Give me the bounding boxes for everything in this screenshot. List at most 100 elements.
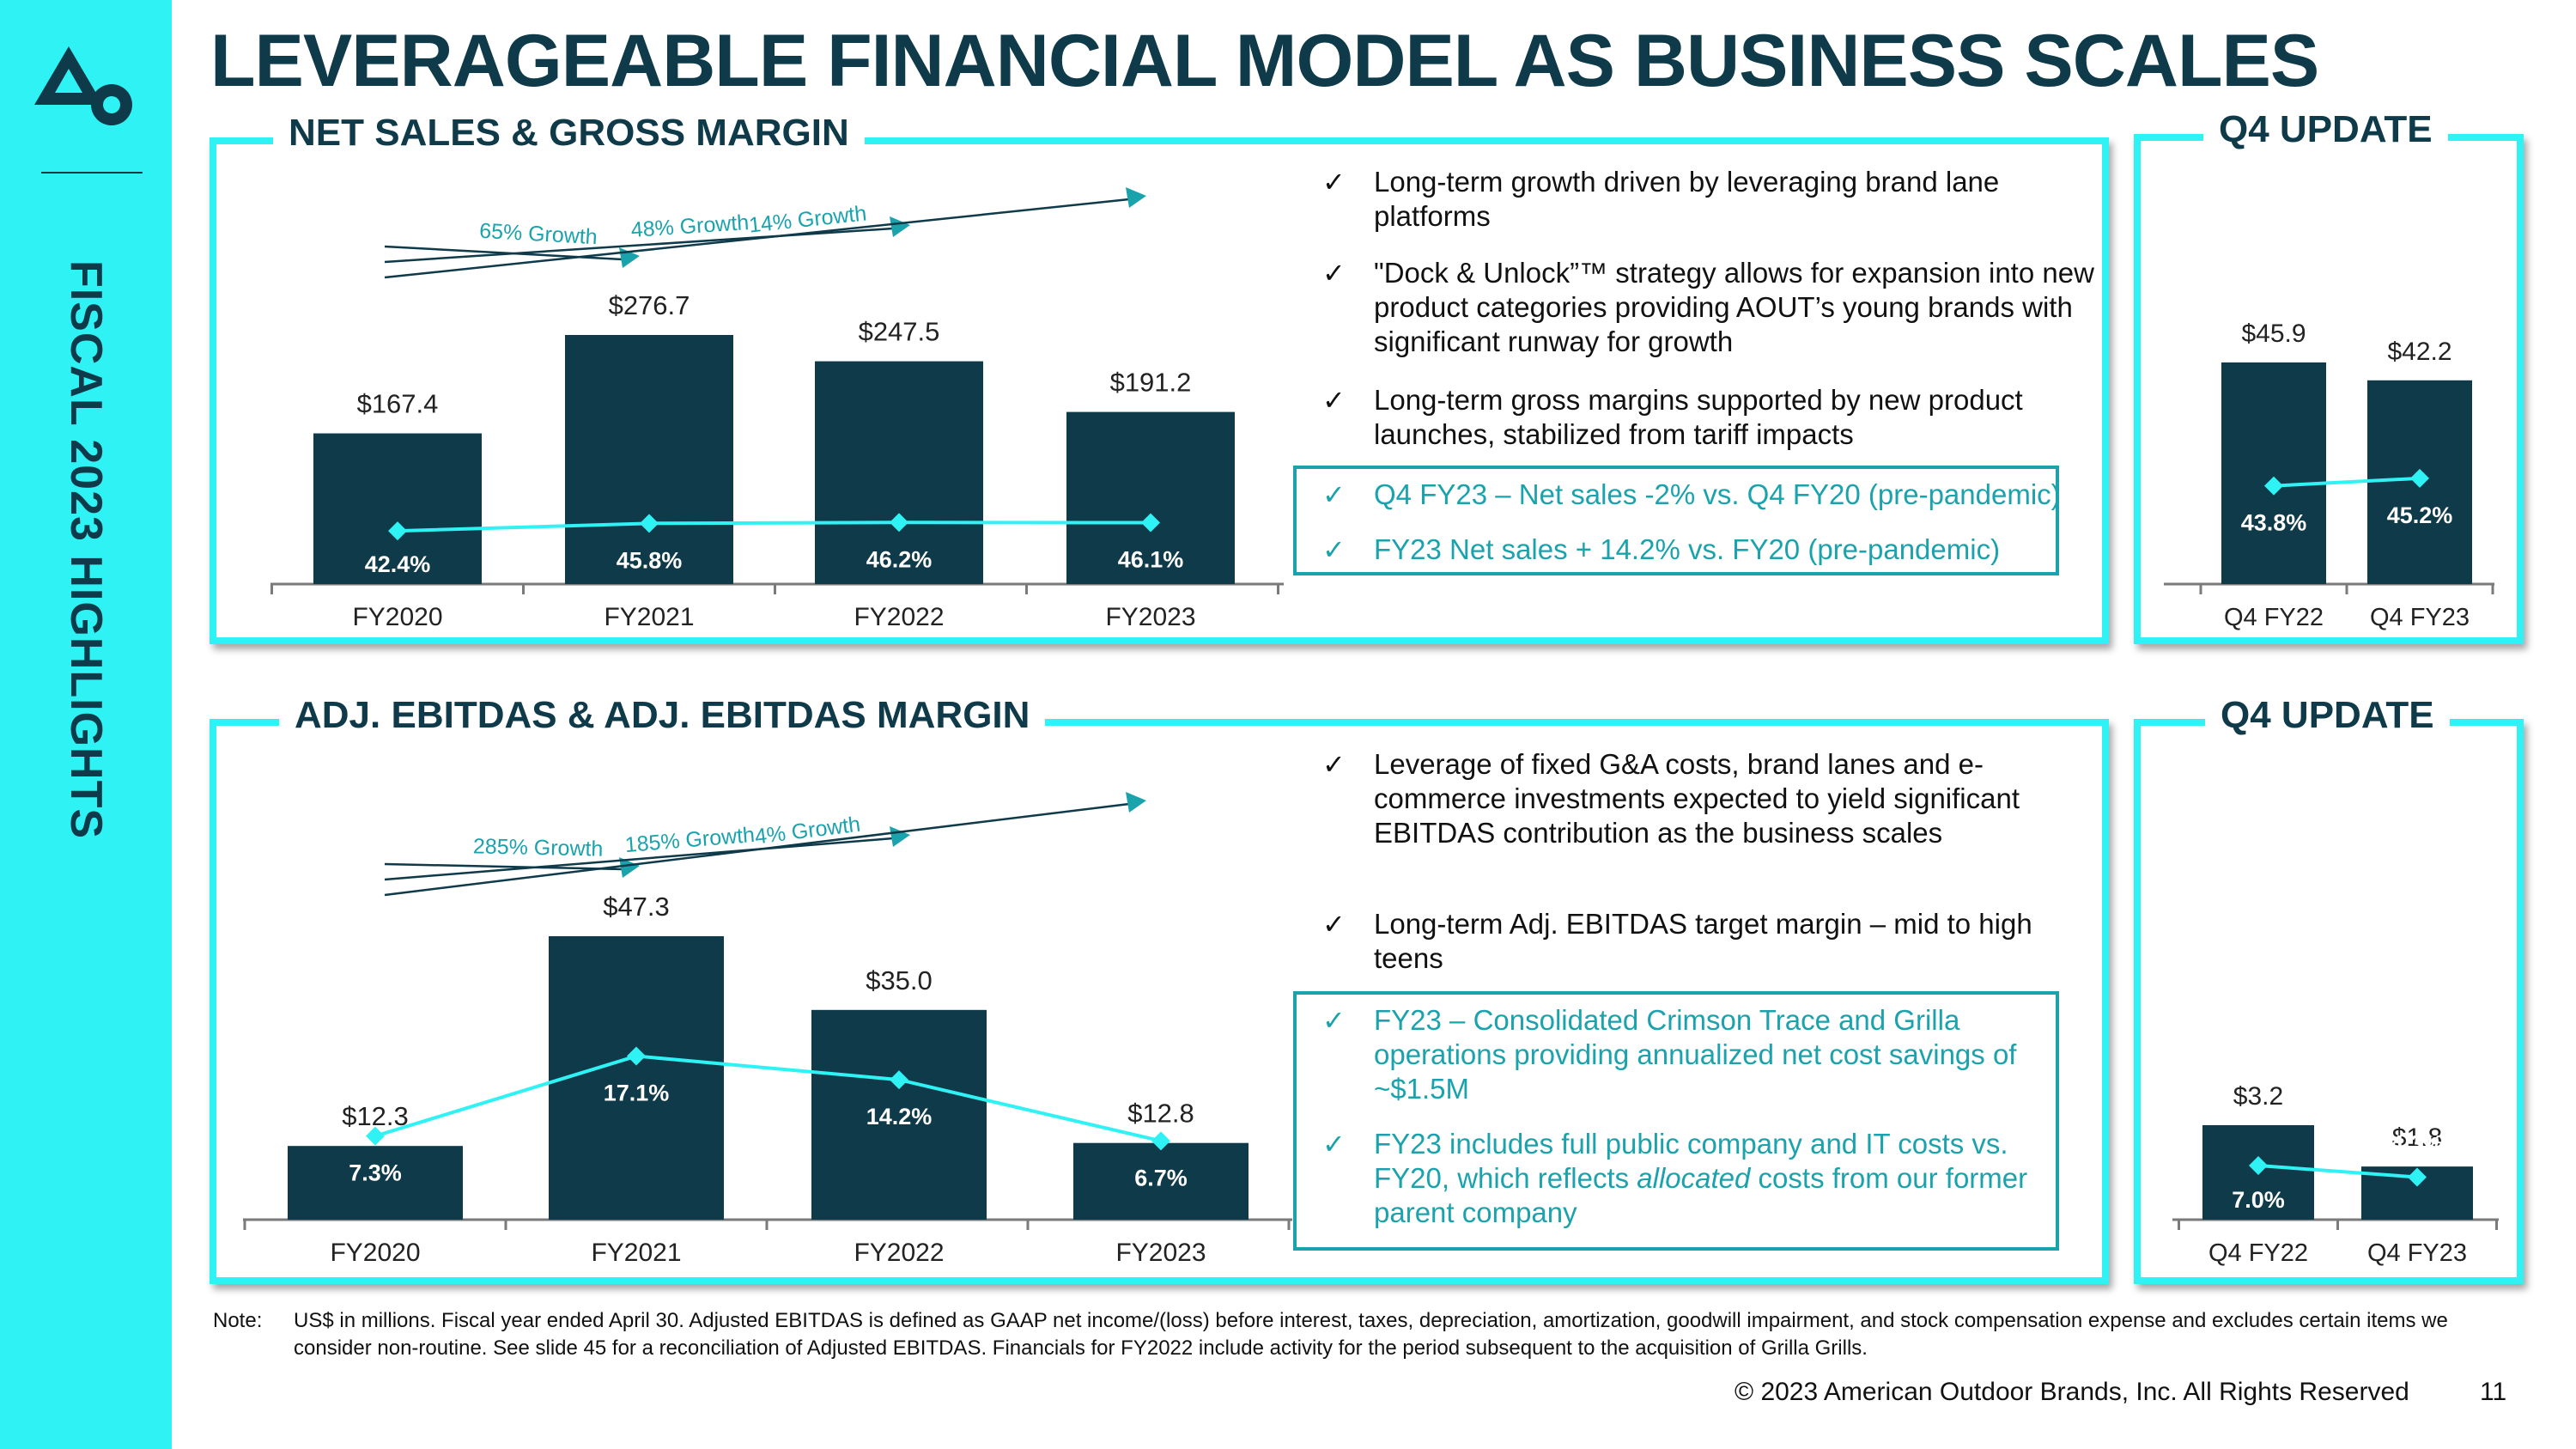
margin-point <box>640 514 659 533</box>
bullet-item: ✓ Long-term growth driven by leveraging b… <box>1322 165 2078 234</box>
callout-item: ✓ FY23 Net sales + 14.2% vs. FY20 (pre-pa… <box>1322 533 2112 567</box>
bullet-text: Long-term growth driven by leveraging br… <box>1374 166 2000 232</box>
check-icon: ✓ <box>1322 909 1346 940</box>
net-sales-panel-title: NET SALES & GROSS MARGIN <box>273 112 865 155</box>
bullet-text: Leverage of fixed G&A costs, brand lanes… <box>1374 748 2020 849</box>
footnote-label: Note: <box>213 1309 263 1332</box>
page-number: 11 <box>2480 1378 2507 1406</box>
bullet-text: "Dock & Unlock”™ strategy allows for exp… <box>1374 257 2094 357</box>
callout-item: ✓ Q4 FY23 – Net sales -2% vs. Q4 FY20 (pr… <box>1322 478 2112 512</box>
bar-value-label: $47.3 <box>603 892 670 922</box>
margin-point <box>2264 476 2283 496</box>
sidebar <box>0 0 172 1449</box>
category-label: FY2022 <box>854 603 944 631</box>
margin-value-label: 7.3% <box>349 1160 402 1186</box>
bar <box>565 335 733 584</box>
q4-top-panel-title: Q4 UPDATE <box>2203 108 2448 151</box>
bar <box>549 936 724 1220</box>
bar <box>2221 362 2326 584</box>
ebitdas-panel <box>210 719 2109 1284</box>
growth-arrow-line <box>384 802 1130 897</box>
margin-value-label: 17.1% <box>604 1081 670 1106</box>
margin-point <box>890 513 908 533</box>
callout-text: FY23 Net sales + 14.2% vs. FY20 (pre-pan… <box>1374 533 2001 565</box>
growth-label: 48% Growth <box>630 210 750 242</box>
category-label: FY2021 <box>591 1239 681 1267</box>
margin-value-label: 42.4% <box>365 551 431 577</box>
bar <box>288 1146 463 1220</box>
bar <box>1073 1142 1249 1220</box>
bar-value-label: $12.3 <box>342 1101 409 1131</box>
margin-point <box>890 1070 908 1090</box>
callout-text: FY23 includes full public company and IT… <box>1374 1128 2028 1228</box>
check-icon: ✓ <box>1322 258 1346 289</box>
company-logo <box>34 46 132 125</box>
callout-text: FY23 – Consolidated Crimson Trace and Gr… <box>1374 1004 2017 1105</box>
margin-value-label: 45.8% <box>617 547 683 573</box>
growth-arrow-head <box>619 857 640 878</box>
check-icon: ✓ <box>1322 534 1346 565</box>
ebitdas-callout: ✓ FY23 – Consolidated Crimson Trace and G… <box>1293 991 2059 1251</box>
bar-value-label: $1.8 <box>2392 1123 2442 1152</box>
growth-label: 65% Growth <box>478 219 598 249</box>
margin-value-label: 45.2% <box>2387 502 2453 528</box>
callout-item: ✓ FY23 – Consolidated Crimson Trace and G… <box>1322 1003 2052 1106</box>
margin-point <box>2249 1156 2268 1175</box>
margin-value-label: 46.1% <box>1118 547 1184 573</box>
margin-point <box>1141 513 1160 533</box>
category-label: Q4 FY23 <box>2370 604 2470 631</box>
callout-text: Q4 FY23 – Net sales -2% vs. Q4 FY20 (pre… <box>1374 478 2061 510</box>
margin-point <box>388 521 407 541</box>
margin-line <box>2273 476 2421 488</box>
margin-point <box>2410 468 2429 488</box>
ebitdas-commentary: ✓ Leverage of fixed G&A costs, brand lane… <box>1322 747 2078 988</box>
growth-arrow-head <box>890 216 910 237</box>
growth-arrow-head <box>890 826 910 847</box>
growth-arrow-head <box>1126 187 1146 208</box>
growth-arrow-line <box>384 227 894 264</box>
margin-value-label: 43.8% <box>2241 510 2307 536</box>
callout-item: ✓ FY23 includes full public company and I… <box>1322 1127 2052 1230</box>
net-sales-callout: ✓ Q4 FY23 – Net sales -2% vs. Q4 FY20 (pr… <box>1293 466 2061 575</box>
bar-value-label: $247.5 <box>859 317 940 347</box>
bar-value-label: $12.8 <box>1127 1099 1194 1129</box>
growth-arrow-line <box>384 198 1130 279</box>
bar <box>811 1009 987 1220</box>
category-label: Q4 FY23 <box>2367 1239 2467 1267</box>
check-icon: ✓ <box>1322 1129 1346 1160</box>
bullet-item: ✓ "Dock & Unlock”™ strategy allows for ex… <box>1322 256 2095 359</box>
sidebar-divider <box>41 172 143 174</box>
category-label: FY2023 <box>1105 603 1195 631</box>
category-label: FY2020 <box>330 1239 420 1267</box>
bar-value-label: $167.4 <box>357 389 439 419</box>
page-title: LEVERAGEABLE FINANCIAL MODEL AS BUSINESS… <box>210 20 2319 102</box>
margin-value-label: 7.0% <box>2232 1187 2285 1213</box>
margin-line <box>397 521 1151 533</box>
bullet-item: ✓ Long-term Adj. EBITDAS target margin – … <box>1322 907 2044 976</box>
margin-point <box>1151 1131 1170 1151</box>
check-icon: ✓ <box>1322 479 1346 510</box>
margin-line <box>374 1054 1162 1143</box>
category-label: FY2023 <box>1115 1239 1206 1267</box>
margin-point <box>2408 1167 2427 1187</box>
margin-point <box>627 1046 646 1066</box>
margin-value-label: 46.2% <box>866 546 933 572</box>
check-icon: ✓ <box>1322 1005 1346 1036</box>
category-label: FY2022 <box>854 1239 944 1267</box>
ebitdas-panel-title: ADJ. EBITDAS & ADJ. EBITDAS MARGIN <box>279 694 1046 737</box>
bar-value-label: $191.2 <box>1110 368 1192 398</box>
bar-value-label: $42.2 <box>2387 338 2451 366</box>
bar-value-label: $35.0 <box>866 965 933 995</box>
bar <box>815 361 983 584</box>
category-label: FY2021 <box>604 603 694 631</box>
category-label: FY2020 <box>352 603 442 631</box>
growth-arrow-head <box>1126 792 1146 813</box>
bar-value-label: $45.9 <box>2241 320 2306 348</box>
check-icon: ✓ <box>1322 749 1346 780</box>
copyright: © 2023 American Outdoor Brands, Inc. All… <box>1735 1378 2409 1406</box>
margin-value-label: 4.3% <box>2391 1131 2444 1157</box>
bullet-text: Long-term gross margins supported by new… <box>1374 384 2023 450</box>
bullet-item: ✓ Long-term gross margins supported by ne… <box>1322 383 2078 452</box>
footnote-text: US$ in millions. Fiscal year ended April… <box>294 1309 2448 1360</box>
